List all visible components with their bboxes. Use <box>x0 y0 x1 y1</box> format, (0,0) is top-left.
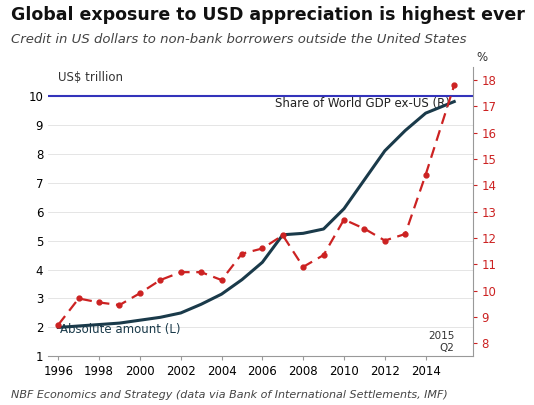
Text: Global exposure to USD appreciation is highest ever: Global exposure to USD appreciation is h… <box>11 6 524 24</box>
Text: Absolute amount (L): Absolute amount (L) <box>60 323 181 336</box>
Text: 2015
Q2: 2015 Q2 <box>428 331 454 353</box>
Text: NBF Economics and Strategy (data via Bank of International Settlements, IMF): NBF Economics and Strategy (data via Ban… <box>11 390 447 400</box>
Text: Share of World GDP ex-US (R): Share of World GDP ex-US (R) <box>275 97 450 110</box>
Text: %: % <box>477 51 488 64</box>
Text: US$ trillion: US$ trillion <box>58 71 123 84</box>
Text: Credit in US dollars to non-bank borrowers outside the United States: Credit in US dollars to non-bank borrowe… <box>11 33 466 46</box>
